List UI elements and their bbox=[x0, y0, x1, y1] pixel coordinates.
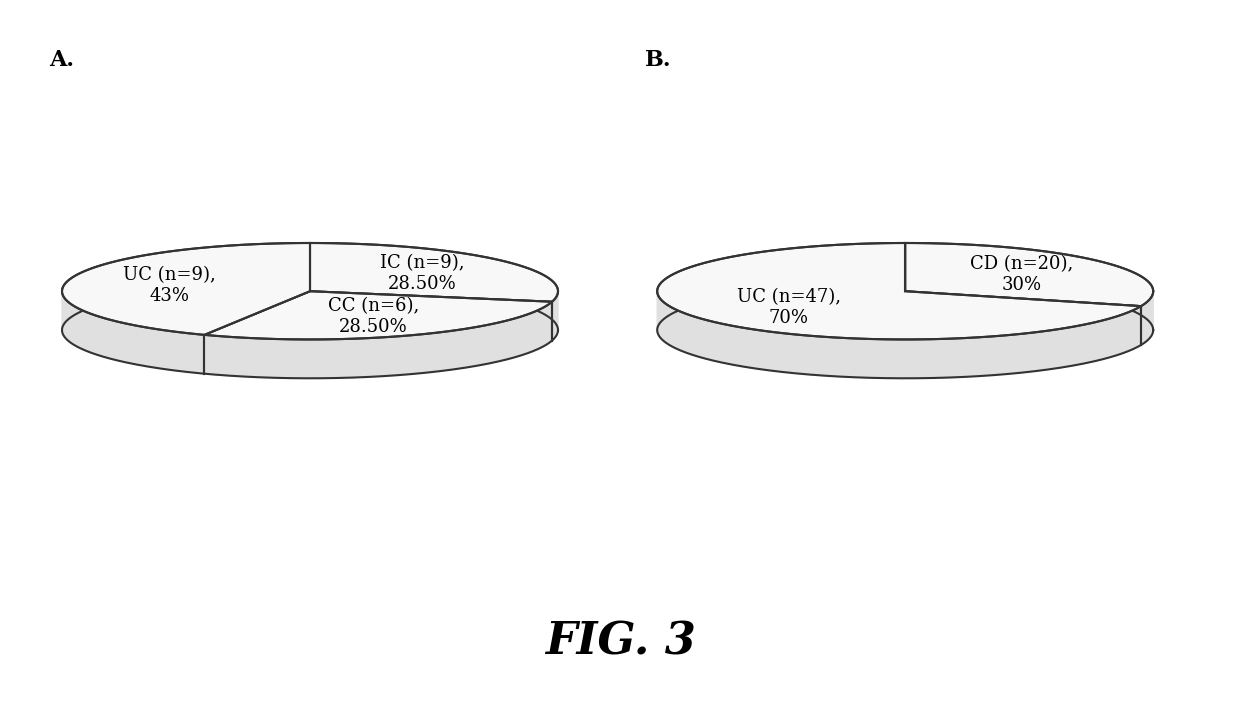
Text: CC (n=6),
28.50%: CC (n=6), 28.50% bbox=[327, 297, 419, 336]
Text: A.: A. bbox=[50, 49, 74, 71]
Polygon shape bbox=[905, 243, 1153, 306]
Polygon shape bbox=[657, 243, 1141, 340]
Text: B.: B. bbox=[645, 49, 671, 71]
Text: UC (n=9),
43%: UC (n=9), 43% bbox=[123, 265, 216, 304]
Text: UC (n=47),
70%: UC (n=47), 70% bbox=[737, 288, 841, 327]
Text: FIG. 3: FIG. 3 bbox=[544, 621, 696, 664]
Polygon shape bbox=[657, 291, 1153, 378]
Polygon shape bbox=[62, 243, 310, 335]
Text: IC (n=9),
28.50%: IC (n=9), 28.50% bbox=[379, 254, 465, 293]
Polygon shape bbox=[62, 291, 558, 378]
Text: CD (n=20),
30%: CD (n=20), 30% bbox=[970, 256, 1073, 294]
Polygon shape bbox=[205, 291, 552, 340]
Polygon shape bbox=[310, 243, 558, 301]
